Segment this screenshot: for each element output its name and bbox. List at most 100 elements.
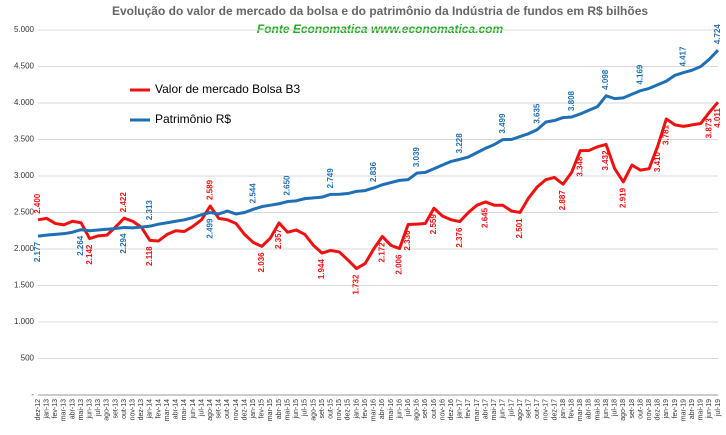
data-label: 3.499 bbox=[498, 113, 507, 134]
data-label: 2.376 bbox=[455, 227, 464, 248]
x-tick-label: ago-14 bbox=[207, 399, 214, 421]
x-tick-label: dez-14 bbox=[241, 399, 248, 421]
x-tick-label: dez-13 bbox=[138, 399, 145, 421]
data-label: 2.036 bbox=[257, 252, 266, 273]
x-tick-label: fev-18 bbox=[569, 399, 576, 419]
data-label: 3.410 bbox=[653, 152, 662, 173]
x-tick-label: mai-15 bbox=[284, 399, 291, 421]
x-tick-label: jun-17 bbox=[500, 399, 507, 420]
x-tick-label: ago-16 bbox=[414, 399, 421, 421]
x-tick-label: jan-13 bbox=[43, 399, 50, 420]
data-label: 2.177 bbox=[33, 242, 42, 263]
data-label: 3.873 bbox=[705, 118, 714, 139]
legend-label: Valor de mercado Bolsa B3 bbox=[155, 82, 301, 96]
data-label: 4.724 bbox=[713, 24, 722, 45]
y-tick-label: 2.000 bbox=[14, 244, 35, 253]
x-tick-label: jul-15 bbox=[302, 399, 309, 417]
data-label: 2.400 bbox=[33, 193, 42, 214]
y-tick-label: - bbox=[31, 390, 34, 399]
x-tick-label: jun-13 bbox=[86, 399, 93, 420]
y-tick-label: 4.500 bbox=[14, 62, 35, 71]
x-tick-label: mar-16 bbox=[371, 399, 378, 421]
x-tick-label: mar-15 bbox=[267, 399, 274, 421]
x-tick-label: ago-17 bbox=[517, 399, 524, 421]
x-tick-label: set-15 bbox=[319, 399, 326, 419]
x-tick-label: jan-19 bbox=[663, 399, 670, 420]
x-tick-label: set-13 bbox=[112, 399, 119, 419]
x-tick-label: mar-18 bbox=[577, 399, 584, 421]
x-tick-label: dez-18 bbox=[655, 399, 662, 421]
x-tick-label: out-17 bbox=[534, 399, 541, 419]
x-tick-label: ago-13 bbox=[104, 399, 111, 421]
data-label: 2.645 bbox=[481, 207, 490, 228]
x-tick-label: jan-15 bbox=[250, 399, 257, 420]
chart-title: Evolução do valor de mercado da bolsa e … bbox=[112, 4, 648, 18]
data-label: 2.422 bbox=[119, 192, 128, 213]
data-label: 2.589 bbox=[205, 179, 214, 200]
x-tick-label: dez-15 bbox=[345, 399, 352, 421]
x-tick-label: jun-15 bbox=[293, 399, 300, 420]
data-label: 2.544 bbox=[248, 183, 257, 204]
data-label: 4.011 bbox=[713, 108, 722, 128]
data-label: 2.887 bbox=[558, 190, 567, 211]
x-tick-label: nov-15 bbox=[336, 399, 343, 421]
x-tick-label: jan-14 bbox=[147, 399, 154, 420]
data-label: 3.432 bbox=[601, 150, 610, 171]
data-label: 3.228 bbox=[455, 133, 464, 154]
y-tick-label: 1.000 bbox=[14, 317, 35, 326]
data-label: 2.919 bbox=[618, 187, 627, 208]
data-label: 1.944 bbox=[317, 259, 326, 280]
x-tick-label: mar-14 bbox=[164, 399, 171, 421]
chart-subtitle: Fonte Economatica www.economatica.com bbox=[257, 22, 504, 36]
x-tick-label: fev-19 bbox=[672, 399, 679, 419]
data-label: 4.098 bbox=[601, 69, 610, 90]
x-tick-label: out-14 bbox=[224, 399, 231, 419]
x-tick-label: mai-19 bbox=[698, 399, 705, 421]
x-tick-label: fev-13 bbox=[52, 399, 59, 419]
x-tick-label: jan-16 bbox=[353, 399, 360, 420]
x-tick-label: mar-17 bbox=[474, 399, 481, 421]
y-tick-label: 4.000 bbox=[14, 98, 35, 107]
y-tick-label: 3.000 bbox=[14, 171, 35, 180]
x-tick-label: jul-18 bbox=[612, 399, 619, 417]
x-tick-label: dez-17 bbox=[551, 399, 558, 421]
data-label: 3.348 bbox=[575, 156, 584, 177]
x-tick-label: mar-13 bbox=[61, 399, 68, 421]
x-tick-label: jun-19 bbox=[706, 399, 713, 420]
y-tick-label: 500 bbox=[21, 354, 35, 363]
x-tick-label: jan-17 bbox=[457, 399, 464, 420]
x-tick-label: jul-13 bbox=[95, 399, 102, 417]
x-tick-label: mai-17 bbox=[491, 399, 498, 421]
data-label: 4.417 bbox=[679, 46, 688, 67]
data-label: 2.294 bbox=[119, 233, 128, 254]
x-tick-label: abr-19 bbox=[689, 399, 696, 419]
data-label: 2.336 bbox=[403, 230, 412, 251]
x-tick-label: mai-18 bbox=[594, 399, 601, 421]
x-tick-label: out-15 bbox=[328, 399, 335, 419]
x-tick-label: mai-14 bbox=[181, 399, 188, 421]
x-tick-label: abr-13 bbox=[69, 399, 76, 419]
y-tick-label: 5.000 bbox=[14, 25, 35, 34]
x-tick-label: jul-14 bbox=[198, 399, 205, 417]
x-tick-label: dez-12 bbox=[35, 399, 42, 421]
x-tick-label: set-14 bbox=[216, 399, 223, 419]
x-tick-label: out-18 bbox=[637, 399, 644, 419]
data-label: 2.118 bbox=[145, 246, 154, 266]
x-tick-label: jun-16 bbox=[396, 399, 403, 420]
x-tick-label: nov-18 bbox=[646, 399, 653, 421]
x-tick-label: out-16 bbox=[431, 399, 438, 419]
x-tick-label: fev-14 bbox=[155, 399, 162, 419]
data-label: 1.732 bbox=[352, 274, 361, 295]
x-tick-label: abr-15 bbox=[276, 399, 283, 419]
data-label: 2.499 bbox=[205, 218, 214, 239]
data-label: 3.781 bbox=[661, 124, 670, 145]
x-tick-label: jun-18 bbox=[603, 399, 610, 420]
data-label: 2.836 bbox=[369, 161, 378, 182]
x-tick-label: nov-16 bbox=[439, 399, 446, 421]
x-tick-label: nov-14 bbox=[233, 399, 240, 421]
x-tick-label: nov-17 bbox=[543, 399, 550, 421]
x-tick-label: ago-15 bbox=[310, 399, 317, 421]
x-tick-label: set-16 bbox=[422, 399, 429, 419]
x-tick-label: mai-13 bbox=[78, 399, 85, 421]
legend-label: Patrimônio R$ bbox=[155, 112, 231, 126]
